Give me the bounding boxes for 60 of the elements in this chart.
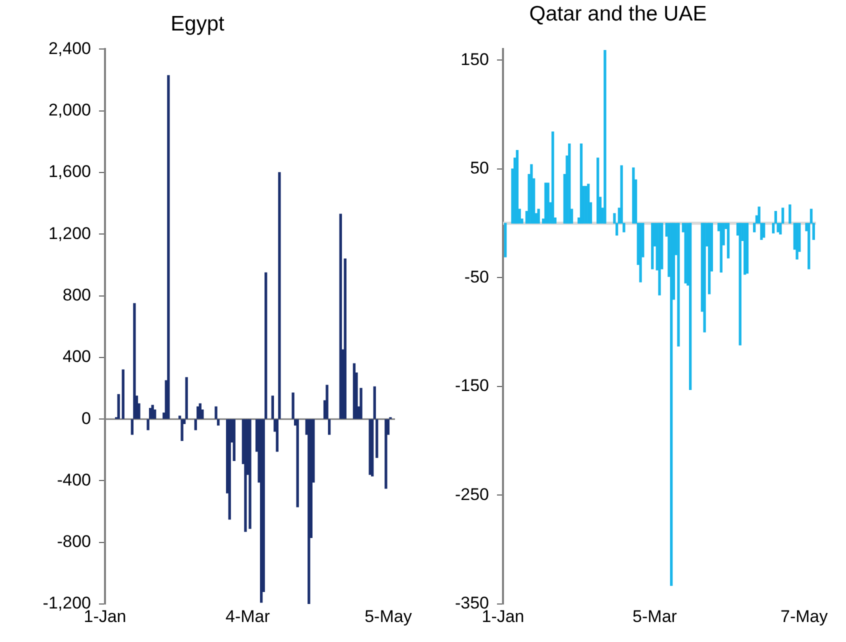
bar bbox=[746, 222, 749, 274]
bar bbox=[228, 419, 231, 520]
bar bbox=[677, 222, 680, 347]
bar bbox=[368, 419, 372, 475]
bar bbox=[551, 132, 554, 224]
bar bbox=[639, 222, 642, 282]
bar bbox=[604, 50, 606, 224]
y-tick-label: 2,400 bbox=[48, 38, 91, 58]
y-tick-label: 400 bbox=[62, 347, 91, 366]
bar bbox=[580, 144, 583, 224]
y-tick-label: 1,200 bbox=[48, 224, 91, 243]
bar bbox=[180, 419, 184, 441]
y-tick-label: -400 bbox=[56, 470, 91, 490]
bar bbox=[688, 222, 692, 390]
bar bbox=[344, 258, 346, 419]
bar bbox=[738, 222, 742, 346]
y-tick-label: 1,600 bbox=[48, 162, 91, 182]
bar bbox=[122, 369, 124, 419]
bar bbox=[384, 419, 388, 489]
bar bbox=[726, 222, 730, 258]
bar bbox=[568, 144, 571, 224]
bar bbox=[587, 184, 590, 224]
bar bbox=[762, 222, 766, 238]
y-tick-label: -50 bbox=[464, 267, 489, 286]
bar bbox=[308, 419, 310, 604]
bar bbox=[670, 222, 673, 586]
y-tick-label: -800 bbox=[56, 532, 91, 552]
bar bbox=[788, 204, 792, 224]
y-tick-label: -150 bbox=[454, 376, 489, 396]
bar bbox=[632, 167, 635, 224]
bar bbox=[651, 222, 654, 270]
y-tick-label: 150 bbox=[460, 50, 489, 69]
bar bbox=[703, 222, 706, 332]
bar bbox=[167, 75, 170, 419]
bar bbox=[232, 419, 236, 462]
bar bbox=[504, 222, 507, 258]
x-tick-label: 4-Mar bbox=[226, 606, 270, 626]
y-tick-label: -250 bbox=[454, 484, 489, 504]
bar bbox=[596, 158, 600, 224]
chart-title: Egypt bbox=[170, 12, 225, 36]
bar bbox=[744, 222, 746, 275]
y-tick-label: 2,000 bbox=[48, 100, 91, 120]
y-tick-label: 0 bbox=[82, 408, 91, 428]
x-tick-label: 5-Mar bbox=[632, 606, 678, 626]
bar bbox=[296, 419, 299, 508]
bar bbox=[546, 182, 550, 224]
bar bbox=[371, 419, 374, 476]
bar bbox=[516, 150, 519, 224]
chart-title: Qatar and the UAE bbox=[529, 2, 707, 26]
x-tick-label: 7-May bbox=[780, 606, 828, 626]
x-tick-label: 5-May bbox=[364, 606, 412, 626]
bar bbox=[151, 404, 154, 419]
bar bbox=[708, 222, 711, 294]
bar bbox=[537, 208, 540, 224]
bar bbox=[658, 222, 661, 296]
y-tick-label: 800 bbox=[62, 285, 91, 304]
bar bbox=[260, 419, 263, 603]
y-tick-label: 50 bbox=[470, 158, 489, 178]
bar bbox=[154, 409, 156, 419]
bar bbox=[117, 394, 120, 419]
